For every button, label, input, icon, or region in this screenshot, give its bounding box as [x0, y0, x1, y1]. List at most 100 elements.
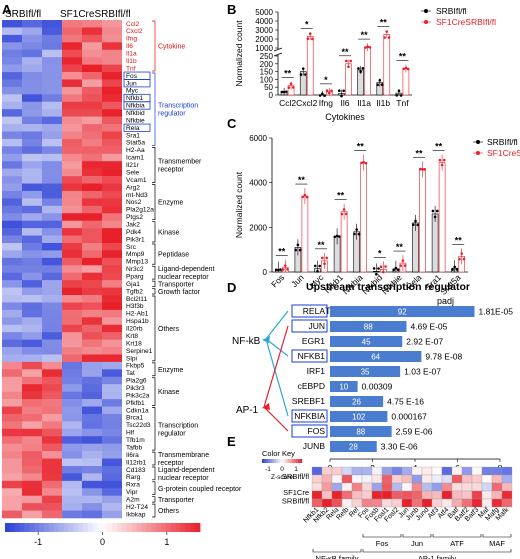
data-point	[396, 268, 400, 271]
heatmap-cell	[481, 490, 493, 500]
significance-label: **	[455, 235, 463, 245]
gene-label: Pparg	[126, 274, 144, 281]
heatmap-cell	[421, 490, 433, 500]
y-tick-label: 4000	[249, 179, 267, 188]
heatmap-cell	[371, 490, 383, 500]
heatmap-cell	[22, 384, 42, 392]
heatmap-cell	[22, 198, 42, 207]
heatmap-cell	[62, 399, 82, 407]
heatmap-cell	[22, 20, 42, 28]
gene-label: Nfkbia	[126, 103, 145, 110]
category-label: regulator	[158, 111, 186, 118]
y-tick-label: 0	[269, 91, 274, 100]
heatmap-cell	[2, 34, 22, 43]
significance-label: **	[399, 51, 407, 61]
data-point	[436, 209, 439, 213]
heatmap-cell	[102, 413, 122, 422]
heatmap-cell	[82, 86, 102, 95]
category-label: JUNB	[303, 441, 326, 451]
heatmap-cell	[82, 124, 102, 132]
color-key-segment	[298, 459, 301, 463]
heatmap-cell	[62, 153, 82, 162]
heatmap-cell	[62, 413, 82, 422]
data-point	[357, 232, 361, 236]
data-point	[303, 193, 307, 197]
data-point	[392, 268, 396, 272]
data-point	[451, 268, 454, 271]
heatmap-cell	[62, 324, 82, 333]
data-point	[357, 67, 360, 70]
heatmap-cell	[2, 361, 22, 370]
color-key-title: Color Key	[262, 449, 295, 458]
heatmap-cell	[62, 280, 82, 288]
data-point	[402, 67, 406, 71]
data-point	[366, 45, 369, 49]
heatmap-cell	[481, 498, 493, 508]
heatmap-cell	[42, 309, 62, 318]
heatmap-cell	[381, 474, 393, 484]
heatmap-cell	[42, 228, 62, 236]
heatmap-cell	[2, 220, 22, 229]
heatmap-cell	[22, 473, 42, 482]
heatmap-cell	[82, 272, 102, 281]
heatmap-cell	[42, 391, 62, 400]
heatmap-cell	[22, 495, 42, 504]
heatmap-cell	[42, 257, 62, 266]
heatmap-cell	[22, 458, 42, 467]
heatmap-cell	[311, 466, 323, 476]
x-tick-label: Fos	[269, 272, 286, 289]
padj-value: 1.81E-05	[479, 307, 514, 317]
heatmap-cell	[82, 205, 102, 214]
heatmap-cell	[42, 510, 62, 519]
heatmap-cell	[102, 34, 122, 43]
category-bracket	[152, 280, 156, 287]
heatmap-cell	[82, 183, 102, 192]
heatmap-cell	[2, 64, 22, 73]
heatmap-cell	[102, 161, 122, 169]
heatmap-cell	[82, 428, 102, 437]
heatmap-cell	[22, 131, 42, 140]
data-point	[298, 248, 302, 252]
heatmap-cell	[341, 474, 353, 484]
heatmap-cell	[82, 376, 102, 385]
data-point	[305, 195, 309, 199]
heatmap-cell	[2, 451, 22, 459]
category-bracket	[152, 451, 156, 466]
heatmap-cell	[82, 213, 102, 221]
heatmap-cell	[102, 436, 122, 444]
heatmap-cell	[421, 482, 433, 492]
category-label: regulator	[158, 430, 186, 437]
data-point	[440, 163, 444, 167]
gene-label: Tgfb2	[126, 288, 143, 295]
heatmap-cell	[351, 490, 363, 500]
colorbar-segment	[34, 523, 40, 532]
heatmap-cell	[2, 287, 22, 296]
data-point	[394, 266, 398, 270]
data-point	[361, 66, 365, 70]
heatmap-cell	[22, 265, 42, 274]
heatmap-cell	[22, 250, 42, 259]
heatmap-cell	[42, 369, 62, 378]
heatmap-cell	[401, 474, 413, 484]
category-label: nuclear receptor	[158, 475, 209, 482]
heatmap-cell	[62, 20, 82, 28]
gene-label: Gja1	[126, 281, 140, 288]
heatmap-cell	[22, 190, 42, 199]
heatmap-cell	[102, 265, 122, 274]
legend-label: SRBIfl/fl	[436, 6, 467, 16]
heatmap-cell	[381, 498, 393, 508]
row-label: SRBIfl/fl	[282, 497, 309, 506]
x-tick-label: Cxcl2	[296, 98, 318, 108]
heatmap-cell	[42, 436, 62, 444]
significance-label: **	[361, 30, 369, 40]
chart-title: Upstream transcription regulator	[306, 281, 470, 293]
data-point	[286, 268, 289, 271]
heatmap-cell	[102, 451, 122, 459]
gene-label: Ikbkap	[126, 511, 146, 518]
gene-label: Il12rb1	[126, 459, 146, 466]
gene-label: Ccl2	[126, 21, 140, 28]
heatmap-cell	[351, 498, 363, 508]
heatmap-cell	[62, 347, 82, 355]
heatmap-cell	[2, 183, 22, 192]
data-point	[325, 89, 329, 92]
